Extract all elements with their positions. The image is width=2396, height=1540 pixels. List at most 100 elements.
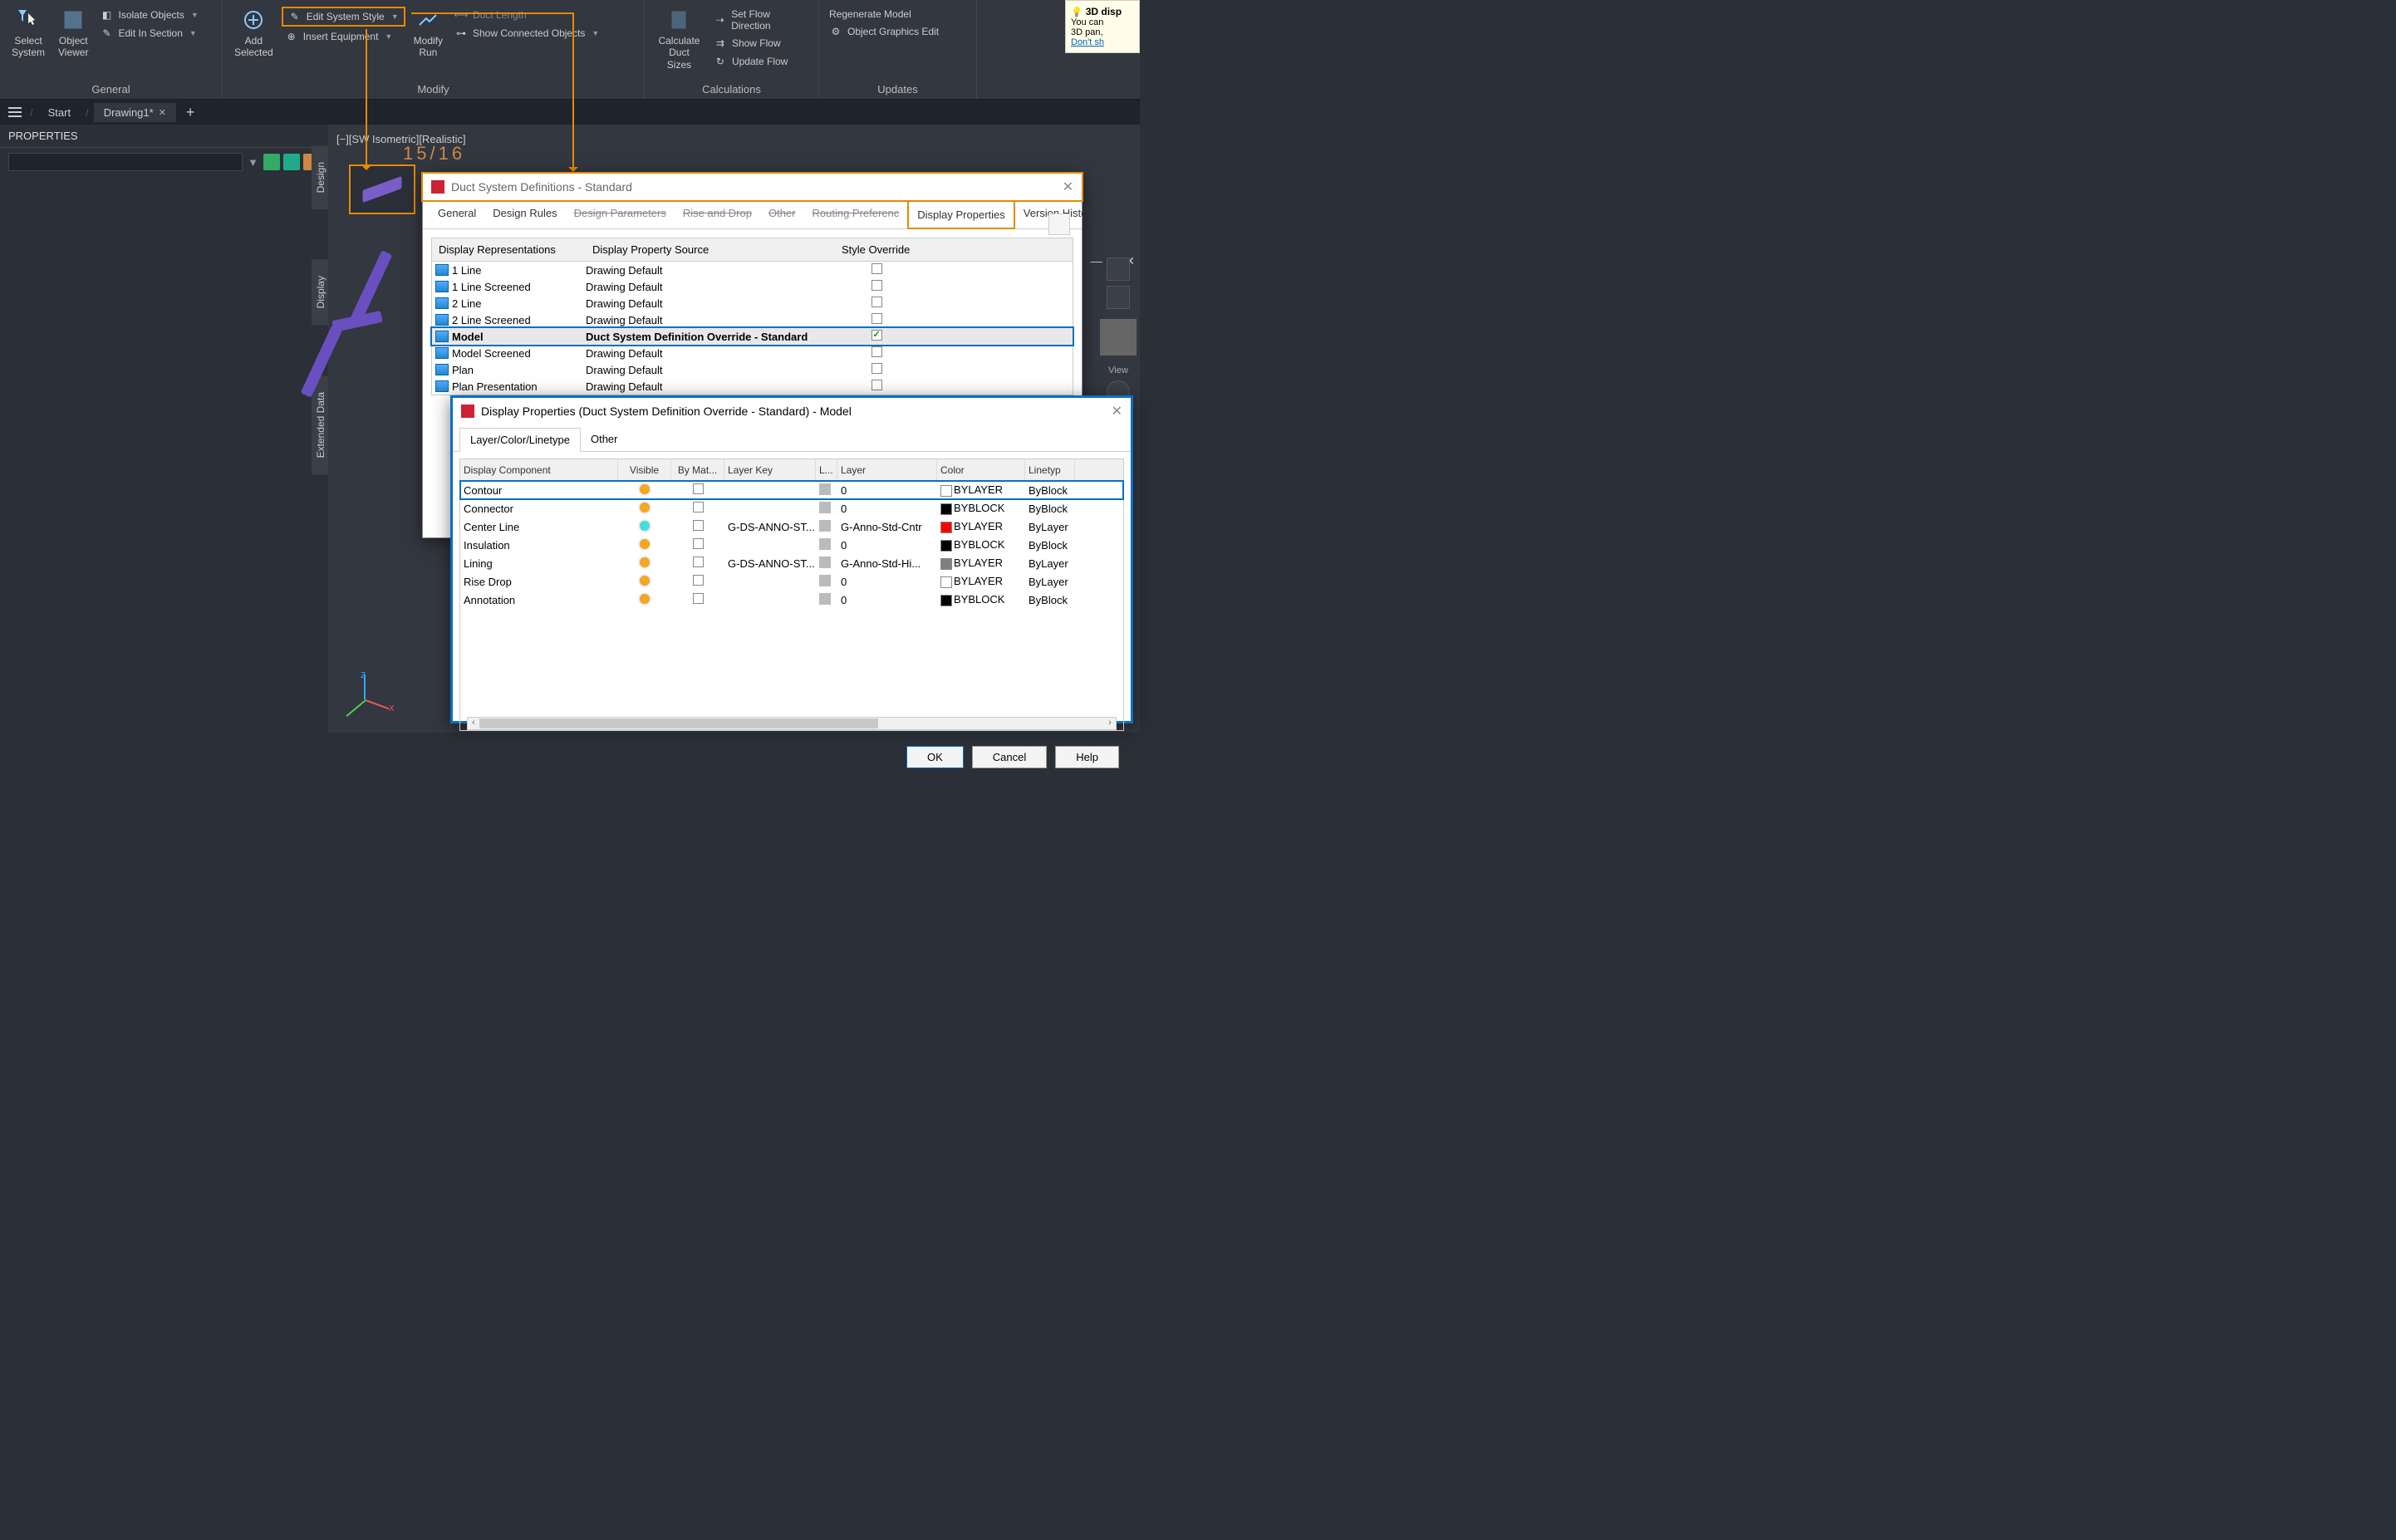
layerkey-icon[interactable] [819,483,831,495]
display-rep-row[interactable]: ModelDuct System Definition Override - S… [432,328,1073,345]
ok-button[interactable]: OK [906,746,964,768]
color-swatch[interactable] [940,576,952,588]
dlg1-tab-2[interactable]: Design Parameters [566,200,675,228]
subtab-layer[interactable]: Layer/Color/Linetype [459,428,581,452]
layer-row[interactable]: Insulation 0 BYBLOCK ByBlock [460,536,1123,554]
regenerate-button[interactable]: Regenerate Model [826,7,942,22]
visibility-bulb-icon[interactable] [640,521,650,531]
visibility-bulb-icon[interactable] [640,594,650,604]
grid-settings-button[interactable] [1048,213,1070,235]
display-rep-row[interactable]: 1 Line ScreenedDrawing Default [432,278,1073,295]
display-rep-row[interactable]: PlanDrawing Default [432,361,1073,378]
bymat-checkbox[interactable] [693,575,704,586]
layer-row[interactable]: Annotation 0 BYBLOCK ByBlock [460,591,1123,609]
h-scrollbar[interactable]: ‹ › [467,717,1117,730]
props-icon-2[interactable] [283,154,300,170]
visibility-bulb-icon[interactable] [640,539,650,549]
viewcube[interactable] [1100,319,1137,356]
layerkey-icon[interactable] [819,538,831,550]
dlg1-tab-0[interactable]: General [430,200,484,228]
set-flow-button[interactable]: ⇢Set Flow Direction [710,7,812,33]
display-rep-row[interactable]: Plan PresentationDrawing Default [432,378,1073,395]
sidetab-display[interactable]: Display [312,259,330,325]
color-swatch[interactable] [940,485,952,497]
display-rep-row[interactable]: Model ScreenedDrawing Default [432,345,1073,361]
props-icon-1[interactable] [263,154,280,170]
visibility-bulb-icon[interactable] [640,576,650,586]
color-swatch[interactable] [940,503,952,515]
layerkey-icon[interactable] [819,557,831,568]
cancel-button[interactable]: Cancel [972,746,1047,768]
dlg1-titlebar[interactable]: Duct System Definitions - Standard ✕ [421,172,1083,202]
override-checkbox[interactable] [871,263,882,274]
dlg1-tab-6[interactable]: Display Properties [907,200,1015,229]
isolate-objects-button[interactable]: ◧Isolate Objects▼ [96,7,201,23]
dlg1-close-button[interactable]: ✕ [1063,179,1073,195]
layer-row[interactable]: Lining G-DS-ANNO-ST... G-Anno-Std-Hi... … [460,554,1123,572]
color-swatch[interactable] [940,522,952,533]
visibility-bulb-icon[interactable] [640,503,650,513]
gizmo-1[interactable] [1107,257,1130,281]
tooltip-link[interactable]: Don't sh [1071,37,1104,47]
override-checkbox[interactable] [871,380,882,390]
viewport-thumbnail[interactable] [349,164,415,214]
dlg1-tab-4[interactable]: Other [760,200,804,228]
show-connected-button[interactable]: ⊶Show Connected Objects▼ [451,25,602,42]
insert-equipment-button[interactable]: ⊕Insert Equipment▼ [282,28,405,45]
edit-system-style-button[interactable]: ✎Edit System Style▼ [282,7,405,27]
menu-button[interactable] [5,104,25,120]
layerkey-icon[interactable] [819,593,831,605]
dlg2-close-button[interactable]: ✕ [1112,403,1122,419]
object-viewer-button[interactable]: Object Viewer [53,3,93,62]
display-rep-row[interactable]: 2 Line ScreenedDrawing Default [432,311,1073,328]
dlg1-tab-3[interactable]: Rise and Drop [675,200,760,228]
override-checkbox[interactable] [871,330,882,341]
show-flow-button[interactable]: ⇉Show Flow [710,35,812,51]
scroll-thumb[interactable] [479,719,878,728]
override-checkbox[interactable] [871,313,882,324]
layer-row[interactable]: Connector 0 BYBLOCK ByBlock [460,499,1123,517]
edit-in-section-button[interactable]: ✎Edit In Section▼ [96,25,201,42]
bymat-checkbox[interactable] [693,593,704,604]
tab-close-icon[interactable]: ✕ [159,107,166,118]
subtab-other[interactable]: Other [581,428,628,451]
scroll-right-icon[interactable]: › [1104,718,1116,729]
dlg2-titlebar[interactable]: Display Properties (Duct System Definiti… [453,398,1131,424]
display-rep-row[interactable]: 1 LineDrawing Default [432,262,1073,278]
new-tab-button[interactable]: + [178,104,204,121]
gizmo-2[interactable] [1107,286,1130,309]
bymat-checkbox[interactable] [693,483,704,494]
calculate-duct-button[interactable]: Calculate Duct Sizes [651,3,707,74]
properties-selector[interactable] [8,153,243,171]
override-checkbox[interactable] [871,297,882,307]
sidetab-design[interactable]: Design [312,145,330,209]
color-swatch[interactable] [940,540,952,552]
tab-drawing1[interactable]: Drawing1*✕ [94,103,176,122]
dlg1-tab-5[interactable]: Routing Preferenc [803,200,907,228]
color-swatch[interactable] [940,595,952,606]
select-system-button[interactable]: Select System [7,3,50,62]
display-rep-row[interactable]: 2 LineDrawing Default [432,295,1073,311]
layerkey-icon[interactable] [819,575,831,586]
add-selected-button[interactable]: Add Selected [229,3,278,62]
tab-start[interactable]: Start [38,103,81,122]
duct-length-button[interactable]: ⟷Duct Length [451,7,602,23]
bymat-checkbox[interactable] [693,502,704,513]
layer-row[interactable]: Center Line G-DS-ANNO-ST... G-Anno-Std-C… [460,517,1123,536]
visibility-bulb-icon[interactable] [640,557,650,567]
dlg1-tab-1[interactable]: Design Rules [484,200,565,228]
override-checkbox[interactable] [871,363,882,374]
bymat-checkbox[interactable] [693,520,704,531]
help-button[interactable]: Help [1055,746,1119,768]
layer-row[interactable]: Contour 0 BYLAYER ByBlock [460,481,1123,499]
color-swatch[interactable] [940,558,952,570]
override-checkbox[interactable] [871,280,882,291]
visibility-bulb-icon[interactable] [640,484,650,494]
obj-graphics-button[interactable]: ⚙Object Graphics Edit [826,23,942,40]
override-checkbox[interactable] [871,346,882,357]
bymat-checkbox[interactable] [693,557,704,567]
layerkey-icon[interactable] [819,502,831,513]
update-flow-button[interactable]: ↻Update Flow [710,53,812,70]
bymat-checkbox[interactable] [693,538,704,549]
scroll-left-icon[interactable]: ‹ [468,718,479,729]
